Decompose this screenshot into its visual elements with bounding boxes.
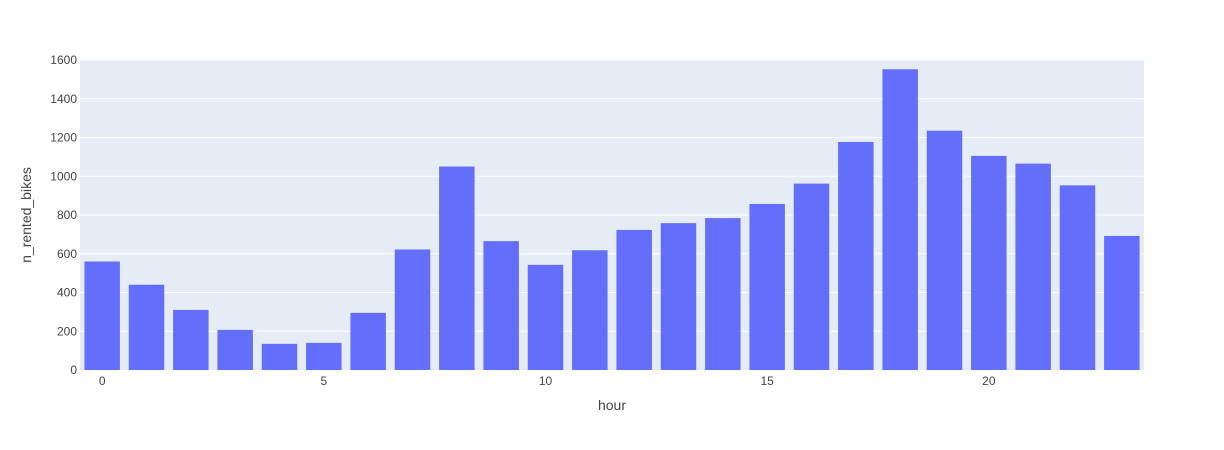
y-tick-label: 400 (57, 286, 77, 300)
bar-hour-13[interactable] (660, 223, 697, 370)
bar-hour-10[interactable] (527, 264, 564, 370)
y-axis-ticks: 0 200 400 600 800 1000 1200 1400 1600 (50, 53, 77, 377)
x-tick-label: 15 (760, 374, 774, 388)
x-axis-title: hour (598, 397, 626, 413)
bar-hour-16[interactable] (793, 183, 830, 370)
y-tick-label: 800 (57, 208, 77, 222)
y-tick-label: 1000 (50, 169, 77, 183)
bar-hour-20[interactable] (971, 155, 1007, 370)
bar-hour-3[interactable] (217, 329, 253, 370)
y-tick-label: 1400 (50, 92, 77, 106)
bar-hour-2[interactable] (173, 309, 209, 370)
bar-hour-15[interactable] (749, 203, 785, 370)
y-tick-label: 600 (57, 247, 77, 261)
bar-hour-7[interactable] (394, 249, 431, 370)
bar-hour-8[interactable] (439, 166, 475, 370)
bar-hour-12[interactable] (616, 229, 652, 370)
bar-hour-22[interactable] (1059, 185, 1096, 370)
bar-hour-5[interactable] (306, 342, 342, 370)
y-tick-label: 1200 (50, 131, 77, 145)
bar-hour-6[interactable] (350, 312, 386, 370)
bar-hour-1[interactable] (128, 284, 165, 370)
x-tick-label: 20 (982, 374, 996, 388)
bar-hour-18[interactable] (882, 69, 918, 371)
x-tick-label: 5 (320, 374, 327, 388)
x-tick-label: 0 (99, 374, 106, 388)
bar-hour-23[interactable] (1104, 235, 1140, 370)
bar-hour-19[interactable] (926, 130, 963, 370)
x-axis-ticks: 0 5 10 15 20 (99, 374, 996, 388)
x-tick-label: 10 (539, 374, 553, 388)
bar-hour-9[interactable] (483, 241, 519, 370)
bar-hour-0[interactable] (84, 261, 120, 371)
y-gridlines (80, 59, 1144, 332)
bar-hour-21[interactable] (1015, 163, 1051, 370)
bar-hour-4[interactable] (261, 343, 298, 370)
y-tick-label: 1600 (50, 53, 77, 67)
y-axis-title: n_rented_bikes (18, 167, 34, 263)
bar-hour-14[interactable] (705, 218, 741, 370)
bar-hour-17[interactable] (838, 141, 874, 370)
y-tick-label: 0 (70, 363, 77, 377)
y-tick-label: 200 (57, 324, 77, 338)
bars (84, 69, 1140, 371)
bar-hour-11[interactable] (572, 250, 608, 370)
